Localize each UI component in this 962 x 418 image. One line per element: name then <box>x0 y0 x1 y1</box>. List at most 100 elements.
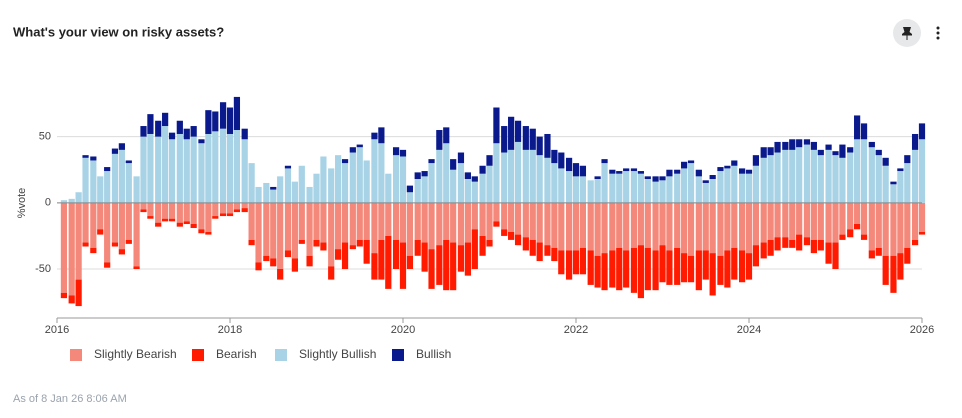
bar <box>782 149 789 203</box>
bar <box>897 168 904 172</box>
bar <box>674 169 681 174</box>
bar <box>803 202 811 238</box>
bar <box>371 139 378 203</box>
bar <box>176 133 183 203</box>
bar <box>313 202 320 240</box>
bar <box>371 253 378 280</box>
bar <box>241 139 248 203</box>
bar <box>810 149 817 203</box>
bar <box>508 231 515 240</box>
bar <box>601 253 608 291</box>
bar <box>90 247 97 254</box>
bar <box>601 159 608 164</box>
bar <box>82 242 89 247</box>
bar <box>82 202 89 243</box>
bar <box>637 171 644 174</box>
bar <box>133 202 140 267</box>
bar <box>399 202 407 243</box>
bar <box>529 202 536 240</box>
bar <box>428 249 435 289</box>
bar <box>399 242 407 289</box>
bar <box>652 250 659 291</box>
bar <box>111 148 119 154</box>
bar <box>68 202 75 296</box>
x-tick-label: 2018 <box>218 324 242 336</box>
bar <box>356 202 363 240</box>
bar <box>371 132 378 140</box>
bar <box>738 168 746 174</box>
bar <box>630 171 638 203</box>
bar <box>471 176 478 182</box>
bar <box>464 172 471 179</box>
bar <box>219 213 227 217</box>
bar <box>190 136 197 203</box>
bar <box>789 149 796 203</box>
bar <box>133 176 140 203</box>
bar <box>183 221 190 225</box>
bar <box>724 202 731 251</box>
bar <box>168 139 176 203</box>
bar <box>198 202 205 230</box>
bar <box>464 242 471 276</box>
bar <box>687 163 695 203</box>
bar <box>306 186 313 203</box>
bar <box>248 163 255 203</box>
bar <box>904 247 911 264</box>
bar <box>155 136 162 203</box>
bar <box>796 147 803 203</box>
bar <box>918 139 926 203</box>
bar <box>255 262 262 271</box>
bar <box>752 155 760 166</box>
bar <box>752 202 760 246</box>
bar <box>897 253 904 280</box>
bar <box>486 165 493 203</box>
bar <box>183 202 190 222</box>
bar <box>363 160 370 203</box>
bar <box>493 107 500 144</box>
bar <box>140 202 147 210</box>
bar <box>320 242 327 251</box>
bar <box>796 139 803 148</box>
bar <box>241 128 248 140</box>
bar <box>291 202 298 259</box>
bar <box>551 247 558 262</box>
bar <box>421 171 428 177</box>
bar <box>767 155 774 203</box>
bar <box>522 237 529 251</box>
x-tick-label: 2020 <box>391 324 415 336</box>
bar <box>298 202 305 240</box>
menu-button[interactable] <box>936 26 940 40</box>
bar <box>147 133 154 203</box>
bar <box>104 262 111 268</box>
bar <box>767 202 774 240</box>
bar <box>854 115 861 140</box>
bar <box>616 247 623 291</box>
bar <box>637 245 644 299</box>
legend-label: Slightly Bullish <box>299 347 376 361</box>
bar <box>774 202 781 238</box>
bar <box>392 155 400 203</box>
bar <box>421 242 428 272</box>
bar <box>168 202 176 219</box>
bar <box>659 245 666 283</box>
bar <box>436 202 443 246</box>
bar <box>399 149 407 157</box>
bar <box>832 151 839 156</box>
bar <box>212 202 219 217</box>
bar <box>291 258 298 272</box>
x-tick-label: 2024 <box>737 324 761 336</box>
bar <box>385 202 392 236</box>
bar <box>890 184 897 203</box>
bar <box>644 202 651 248</box>
bar <box>162 218 169 222</box>
bar <box>717 171 724 203</box>
bar <box>241 202 248 209</box>
bar <box>428 163 435 203</box>
bar <box>760 202 767 243</box>
bar <box>681 202 688 254</box>
bar <box>414 178 421 203</box>
bar <box>724 168 731 203</box>
bar <box>263 182 270 203</box>
bar <box>306 255 313 267</box>
bar <box>609 169 616 174</box>
